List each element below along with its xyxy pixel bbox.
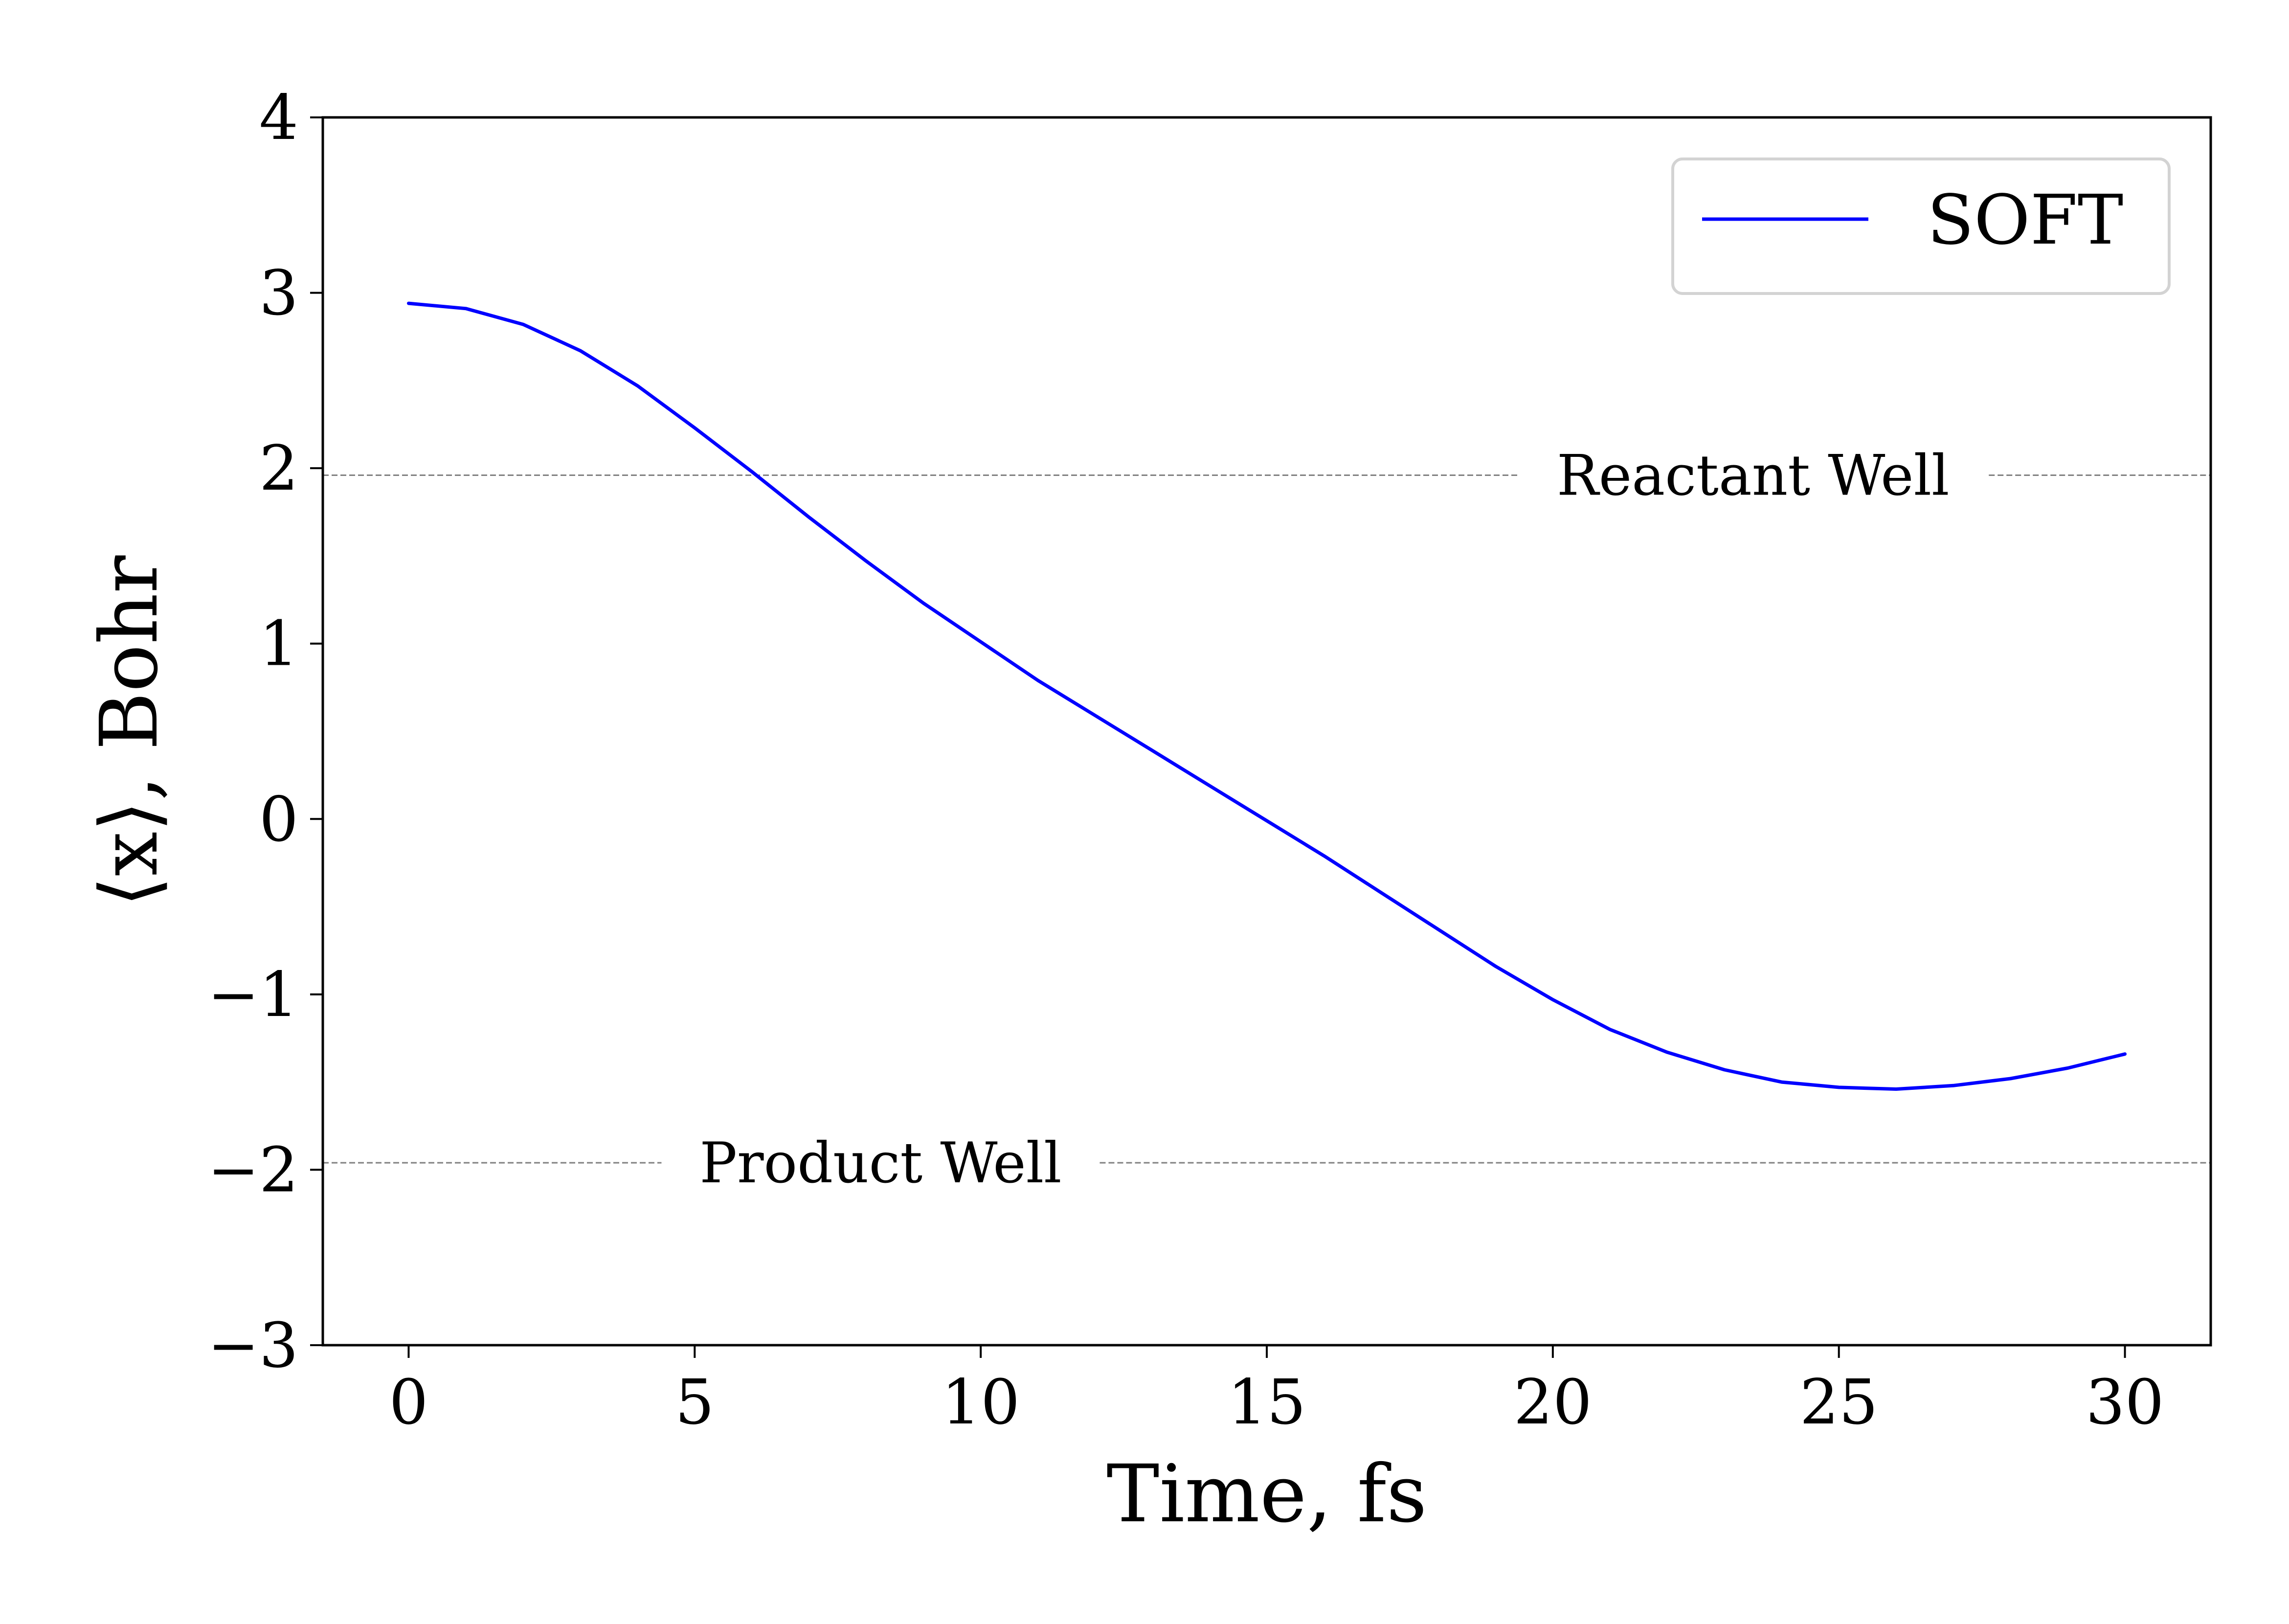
reference-lines: Reactant Well Product Well [323, 443, 2211, 1195]
x-axis-ticks: 0 5 10 15 20 25 30 [389, 1345, 2164, 1438]
y-tick-label: 1 [259, 608, 298, 680]
plot-frame [321, 116, 2212, 1347]
annotation-reactant-well: Reactant Well [1557, 443, 1950, 508]
x-tick-label: 20 [1514, 1366, 1592, 1438]
y-axis-ticks: −3 −2 −1 0 1 2 3 4 [207, 82, 323, 1381]
y-tick-label: 0 [259, 783, 298, 855]
legend: SOFT [1671, 158, 2171, 295]
x-tick-label: 10 [942, 1366, 1020, 1438]
y-tick-label: 3 [259, 257, 298, 329]
y-tick-label: −1 [207, 959, 298, 1031]
y-tick-label: −3 [207, 1309, 298, 1381]
x-tick-label: 30 [2086, 1366, 2164, 1438]
annotation-product-well: Product Well [699, 1130, 1061, 1195]
y-tick-label: 4 [259, 82, 298, 154]
x-tick-label: 25 [1800, 1366, 1878, 1438]
y-axis-label: ⟨x⟩, Bohr [84, 555, 176, 907]
x-tick-label: 0 [389, 1366, 428, 1438]
series-line-soft [407, 301, 2127, 1091]
x-tick-label: 5 [675, 1366, 714, 1438]
x-tick-label: 15 [1228, 1366, 1306, 1438]
y-tick-label: −2 [207, 1134, 298, 1206]
legend-entry-soft: SOFT [1927, 180, 2123, 260]
y-tick-label: 2 [259, 432, 298, 504]
x-axis-label: Time, fs [1106, 1448, 1427, 1540]
legend-box [1671, 158, 2171, 295]
series-layer [407, 301, 2127, 1091]
